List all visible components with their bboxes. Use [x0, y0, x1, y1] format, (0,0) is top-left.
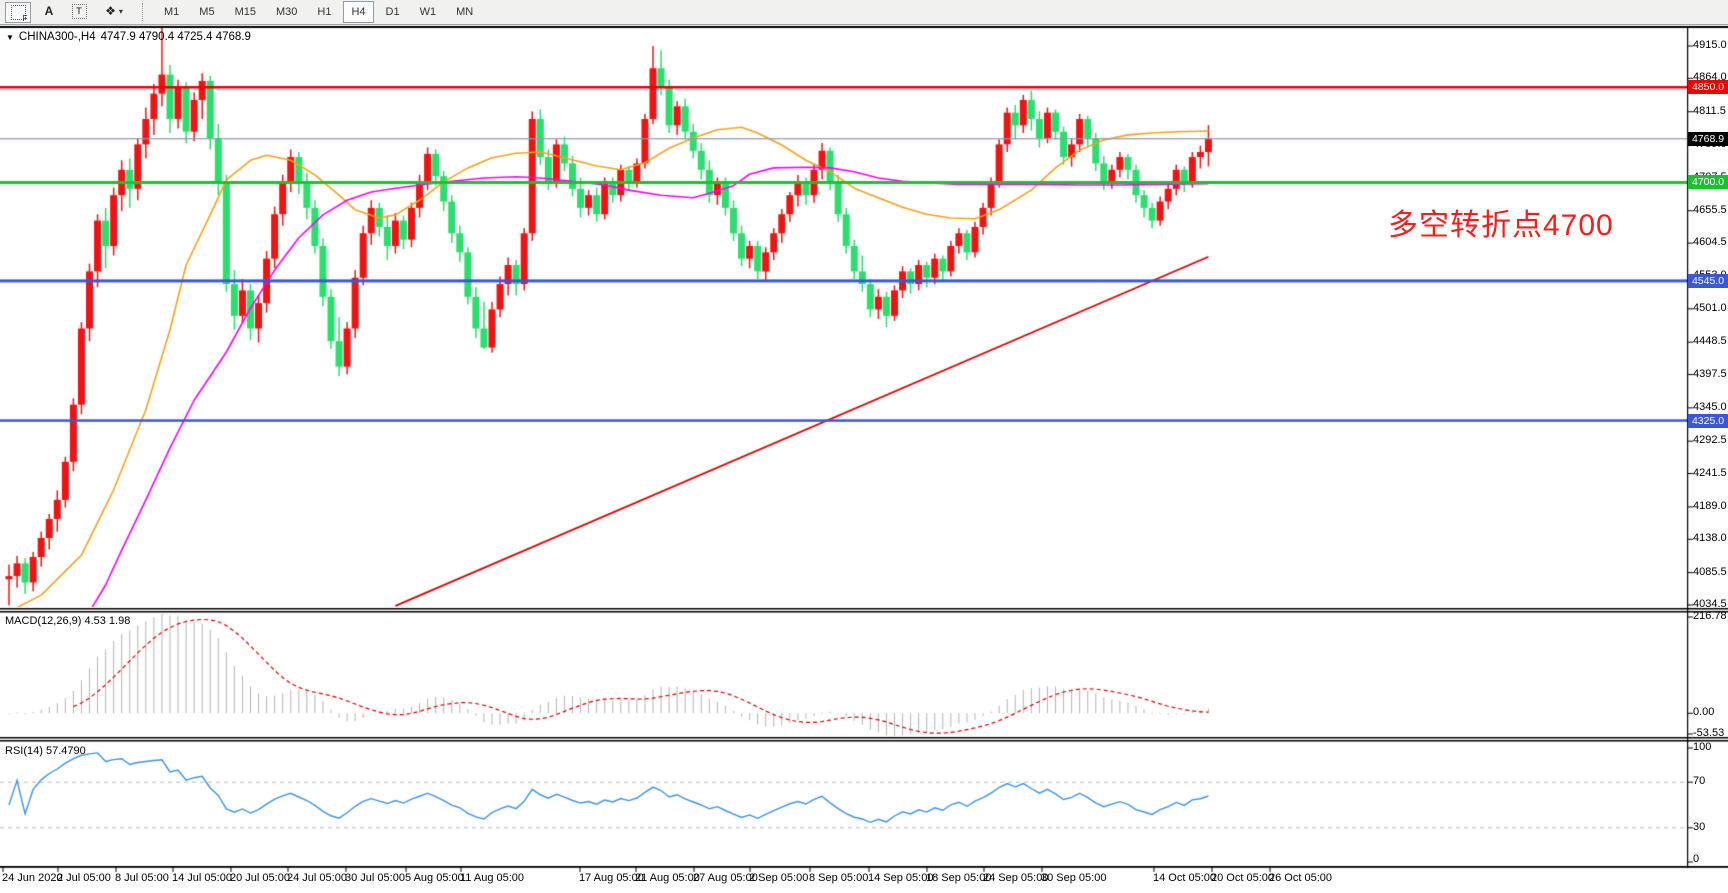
text-tool-icon: T	[71, 3, 87, 19]
price-level-badge: 4545.0	[1688, 273, 1728, 288]
dropdown-caret-icon: ▾	[118, 6, 123, 16]
time-axis-label: 24 Jun 2020	[2, 872, 63, 884]
rsi-axis-100: 100	[1693, 741, 1712, 753]
time-axis-label: 14 Sep 05:00	[868, 872, 934, 884]
time-axis-label: 5 Aug 05:00	[405, 872, 464, 884]
fibo-tool-icon: F	[10, 4, 28, 23]
timeframe-button-m15[interactable]: M15	[234, 6, 256, 18]
chart-title: ▼ CHINA300-,H4 4747.9 4790.4 4725.4 4768…	[6, 31, 251, 43]
title-expand-triangle-icon: ▼	[6, 32, 14, 42]
fibo-tool-glyph: F	[22, 13, 28, 23]
time-axis-label: 30 Jul 05:00	[345, 872, 405, 884]
time-axis-label: 18 Sep 05:00	[926, 872, 992, 884]
price-tick-label: 4138.0	[1693, 532, 1727, 545]
rsi-axis-70: 70	[1693, 775, 1706, 787]
price-tick-label: 4811.5	[1693, 104, 1726, 117]
price-level-badge: 4325.0	[1688, 413, 1728, 428]
time-axis-label: 26 Oct 05:00	[1269, 872, 1332, 884]
price-tick-label: 4241.5	[1693, 466, 1727, 479]
time-axis-label: 27 Aug 05:00	[693, 872, 758, 884]
price-tick-label: 4604.5	[1693, 236, 1727, 249]
macd-indicator-label: MACD(12,26,9) 4.53 1.98	[5, 615, 131, 627]
time-axis-label: 8 Sep 05:00	[809, 872, 869, 884]
rsi-axis-0: 0	[1693, 853, 1700, 865]
text-label-tool-button[interactable]: A	[37, 2, 61, 21]
macd-axis-min: -53.53	[1693, 727, 1725, 739]
rsi-indicator-label: RSI(14) 57.4790	[5, 745, 86, 757]
price-level-badge: 4850.0	[1688, 80, 1728, 95]
time-axis-label: 14 Oct 05:00	[1153, 872, 1216, 884]
timeframe-button-w1[interactable]: W1	[419, 6, 437, 18]
price-tick-label: 4397.5	[1693, 367, 1727, 380]
time-axis-label: 2 Jul 05:00	[57, 872, 111, 884]
time-axis-label: 14 Jul 05:00	[172, 872, 232, 884]
time-axis-label: 20 Jul 05:00	[230, 872, 290, 884]
ohlc-values: 4747.9 4790.4 4725.4 4768.9	[100, 31, 251, 43]
toolbar: F A T ❖ ▾ M1 M5 M15 M30 H1 H4 D1 W1 MN	[0, 0, 1728, 25]
price-tick-label: 4345.0	[1693, 400, 1727, 413]
time-axis-label: 2 Sep 05:00	[749, 872, 809, 884]
time-axis-label: 17 Aug 05:00	[579, 872, 644, 884]
price-tick-label: 4448.5	[1693, 335, 1727, 348]
price-level-badge: 4700.0	[1688, 175, 1728, 190]
time-axis-label: 8 Jul 05:00	[115, 872, 169, 884]
macd-axis-zero: 0.00	[1693, 706, 1715, 719]
time-axis-label: 24 Jul 05:00	[287, 872, 347, 884]
text-label-tool-icon: A	[44, 4, 54, 18]
time-axis-label: 30 Sep 05:00	[1041, 872, 1107, 884]
chart-annotation-text: 多空转折点4700	[1388, 209, 1614, 242]
timeframe-button-mn[interactable]: MN	[456, 6, 474, 18]
toolbar-separator	[142, 3, 148, 21]
price-tick-label: 4085.5	[1693, 565, 1727, 578]
price-tick-label: 4655.5	[1693, 203, 1727, 216]
rsi-axis-30: 30	[1693, 821, 1706, 833]
price-tick-label: 4501.0	[1693, 301, 1727, 314]
timeframe-button-m30[interactable]: M30	[275, 6, 298, 18]
macd-axis-max: 216.78	[1693, 610, 1727, 622]
text-tool-button[interactable]: T	[67, 2, 91, 21]
price-tick-label: 4292.5	[1693, 434, 1727, 447]
timeframe-button-h4[interactable]: H4	[343, 1, 374, 23]
timeframe-button-m1[interactable]: M1	[164, 6, 180, 18]
timeframe-button-h1[interactable]: H1	[317, 6, 332, 18]
arrows-tool-button[interactable]: ❖ ▾	[97, 2, 131, 21]
time-axis-label: 24 Sep 05:00	[983, 872, 1049, 884]
fibo-tool-button[interactable]: F	[5, 1, 31, 23]
price-level-badge: 4768.9	[1688, 131, 1728, 146]
time-axis-label: 21 Aug 05:00	[635, 872, 700, 884]
price-tick-label: 4189.0	[1693, 499, 1727, 512]
symbol-period-label: CHINA300-,H4	[18, 31, 96, 43]
timeframe-button-d1[interactable]: D1	[385, 6, 400, 18]
time-axis-label: 20 Oct 05:00	[1211, 872, 1274, 884]
timeframe-toolbar: M1 M5 M15 M30 H1 H4 D1 W1 MN	[154, 1, 483, 23]
price-tick-label: 4915.0	[1693, 39, 1727, 51]
price-tick-label: 4034.5	[1693, 597, 1727, 610]
timeframe-button-m5[interactable]: M5	[199, 6, 215, 18]
time-axis-label: 11 Aug 05:00	[460, 872, 525, 884]
arrows-tool-icon: ❖	[105, 4, 116, 18]
drawing-tools-group: F A T ❖ ▾	[2, 1, 134, 23]
